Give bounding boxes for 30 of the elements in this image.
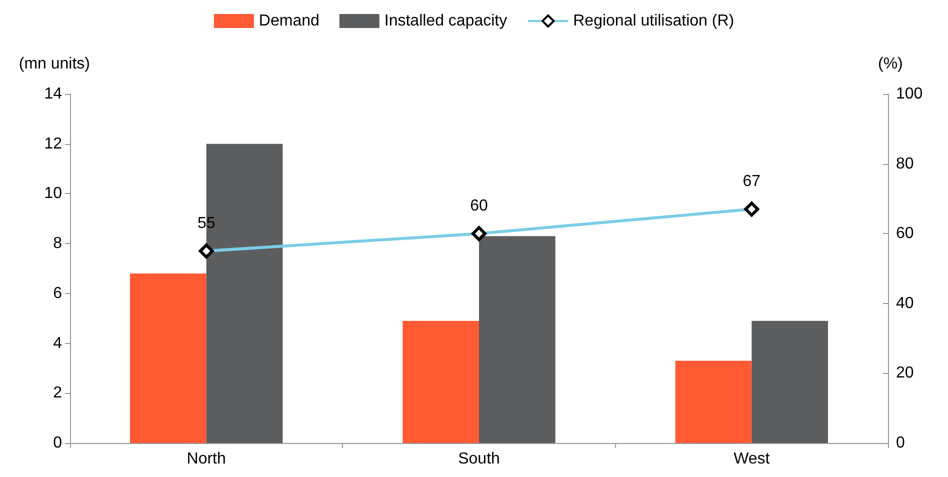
y2-tick-label: 40 (896, 294, 914, 312)
data-label: 55 (197, 215, 216, 232)
y-tick-label: 8 (53, 235, 62, 252)
bar (130, 273, 206, 443)
bar (675, 360, 752, 443)
y-tick-label: 0 (53, 434, 62, 452)
y-tick-label: 14 (44, 86, 62, 102)
data-label: 67 (742, 173, 761, 190)
y-axis-title: (mn units) (18, 56, 90, 72)
bar (752, 320, 828, 443)
y2-tick-label: 60 (896, 225, 914, 242)
y-tick-label: 2 (53, 384, 62, 402)
y2-tick-label: 0 (896, 434, 905, 452)
y-tick-label: 6 (53, 284, 62, 302)
legend-label: Installed capacity (384, 12, 508, 30)
x-tick-label: North (186, 450, 226, 468)
legend-label: Regional utilisation (R) (573, 12, 734, 30)
y2-axis-title: (%) (878, 56, 903, 72)
y2-tick-label: 20 (896, 364, 914, 382)
y-tick-label: 12 (44, 135, 62, 152)
y2-tick-label: 100 (896, 86, 923, 102)
x-tick-label: West (734, 450, 770, 468)
legend-label: Demand (258, 12, 320, 30)
y2-tick-label: 80 (896, 155, 914, 172)
bar (402, 320, 479, 443)
bar (479, 236, 556, 443)
y-tick-label: 4 (53, 334, 62, 352)
y-tick-label: 10 (44, 185, 62, 202)
data-label: 60 (470, 198, 488, 215)
x-tick-label: South (458, 450, 500, 468)
